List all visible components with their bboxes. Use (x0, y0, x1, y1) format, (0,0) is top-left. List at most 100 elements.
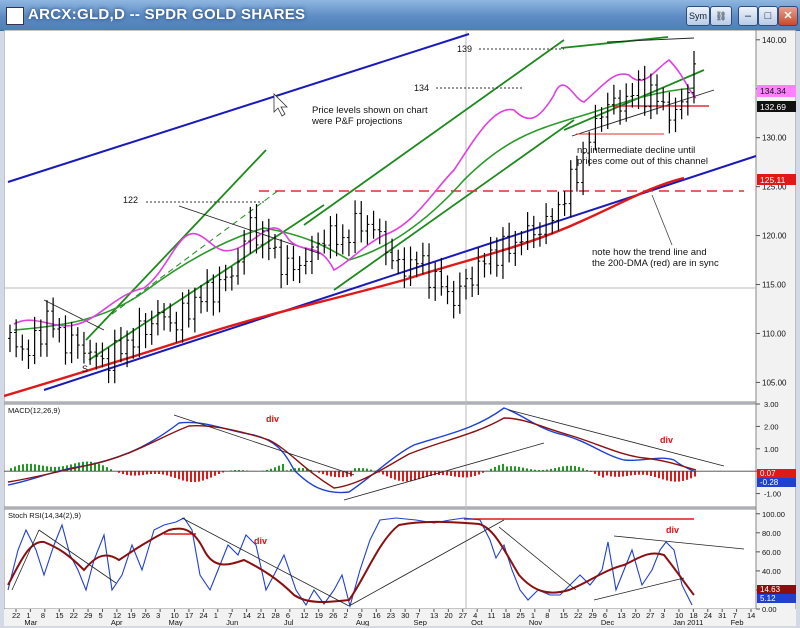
date-axis-label: 27 (646, 611, 654, 620)
stock-chart[interactable]: 139 134 122 S Price levels shown on char… (4, 30, 796, 626)
macd-histogram-bar (674, 471, 676, 482)
macd-histogram-bar (102, 465, 104, 472)
macd-histogram-bar (650, 471, 652, 476)
macd-histogram-bar (110, 469, 112, 472)
macd-histogram-bar (186, 471, 188, 482)
projection-lines (146, 48, 564, 203)
macd-histogram-bar (142, 471, 144, 475)
macd-histogram-bar (130, 471, 132, 476)
macd-histogram-bar (158, 471, 160, 475)
macd-histogram-bar (574, 466, 576, 472)
note-price-levels-1: Price levels shown on chart (312, 105, 428, 116)
macd-histogram-bar (118, 471, 120, 473)
macd-histogram-bar (370, 469, 372, 472)
macd-histogram-bar (234, 469, 236, 472)
date-axis-label: 1 (214, 611, 218, 620)
price-axis-label: 140.00 (762, 36, 787, 45)
stoch-trendline-5 (613, 535, 745, 550)
macd-histogram-bar (206, 471, 208, 480)
macd-histogram-bar (338, 471, 340, 478)
macd-trendline-3 (173, 414, 355, 476)
date-axis-label: 7 (416, 611, 420, 620)
date-axis-label: 19 (127, 611, 135, 620)
note-pointer-line (651, 194, 673, 246)
macd-histogram-bar (498, 465, 500, 472)
date-axis-label: 22 (574, 611, 582, 620)
price-axis-label: 130.00 (762, 134, 787, 143)
price-tag-bg-last (757, 101, 796, 112)
date-axis-strip (4, 609, 796, 626)
axis-strip (755, 30, 796, 611)
macd-histogram-bar (14, 466, 16, 472)
macd-histogram-bar (298, 467, 300, 472)
macd-histogram-bar (634, 471, 636, 475)
macd-histogram-bar (122, 471, 124, 475)
macd-histogram-bar (178, 471, 180, 480)
annotation-s: S (82, 364, 88, 374)
date-axis-label: 29 (588, 611, 596, 620)
macd-histogram-bar (586, 469, 588, 472)
date-axis-label: 22 (12, 611, 20, 620)
macd-histogram-bar (386, 471, 388, 477)
stoch-trendline-6 (498, 526, 577, 591)
macd-histogram-bar (558, 467, 560, 472)
stoch-tag-bg-1 (757, 585, 796, 594)
macd-histogram-bar (358, 467, 360, 472)
macd-histogram-bar (514, 466, 516, 472)
price-bars (8, 50, 696, 384)
note-price-levels-2: were P&F projections (311, 116, 403, 127)
macd-histogram-bar (502, 463, 504, 472)
macd-histogram-bar (418, 471, 420, 480)
macd-histogram-bar (146, 471, 148, 475)
minimize-button[interactable]: – (738, 6, 758, 26)
macd-histogram-bar (530, 469, 532, 472)
maximize-button[interactable]: □ (758, 6, 778, 26)
macd-histogram-bar (670, 471, 672, 482)
blue-upper-trendline (7, 33, 470, 183)
date-axis-label: 27 (459, 611, 467, 620)
macd-histogram-bar (490, 468, 492, 472)
date-axis-label: 13 (430, 611, 438, 620)
macd-histogram-bar (354, 468, 356, 472)
month-label: Apr (111, 618, 123, 626)
macd-histogram-bar (442, 471, 444, 476)
close-button[interactable]: ✕ (778, 6, 798, 26)
date-axis-label: 6 (286, 611, 290, 620)
month-label: Aug (356, 618, 369, 626)
date-axis-label: 20 (632, 611, 640, 620)
macd-histogram-bar (326, 471, 328, 476)
month-label: Nov (529, 618, 543, 626)
date-axis-label: 18 (689, 611, 697, 620)
macd-histogram-bar (278, 465, 280, 472)
macd-tag-2: -0.28 (760, 478, 779, 487)
price-axis-label: 125.00 (762, 183, 787, 192)
date-axis-label: 26 (142, 611, 150, 620)
macd-axis-label: 2.00 (764, 422, 779, 431)
date-axis-label: 7 (733, 611, 737, 620)
month-label: Jan 2011 (673, 618, 703, 626)
title-bar[interactable]: ARCX:GLD,D -- SPDR GOLD SHARES Sym ⛓ – □… (0, 0, 800, 31)
macd-histogram-bar (646, 471, 648, 476)
macd-histogram-bar (334, 471, 336, 478)
date-axis-label: 6 (603, 611, 607, 620)
note-trendline-2: the 200-DMA (red) are in sync (592, 258, 719, 269)
macd-histogram-bar (286, 470, 288, 472)
macd-histogram-bar (94, 462, 96, 472)
macd-histogram-bar (318, 471, 320, 473)
macd-histogram-bar (170, 471, 172, 477)
symbol-button[interactable]: Sym (686, 6, 710, 26)
macd-histogram-bar (62, 466, 64, 472)
macd-histogram-bar (10, 468, 12, 472)
stoch-fast-line (7, 517, 693, 609)
macd-histogram-bar (694, 471, 696, 477)
price-axis-label: 110.00 (762, 329, 786, 338)
date-axis-label: 4 (473, 611, 477, 620)
stoch-trendline-2 (181, 517, 350, 607)
macd-histogram-bar (86, 461, 88, 472)
stoch-title: Stoch RSI(14,34(2),9) (8, 511, 81, 520)
note-no-decline-2: prices come out of this channel (577, 156, 708, 167)
macd-histogram-bar (270, 468, 272, 472)
app-icon (6, 7, 24, 25)
link-icon[interactable]: ⛓ (710, 6, 732, 26)
